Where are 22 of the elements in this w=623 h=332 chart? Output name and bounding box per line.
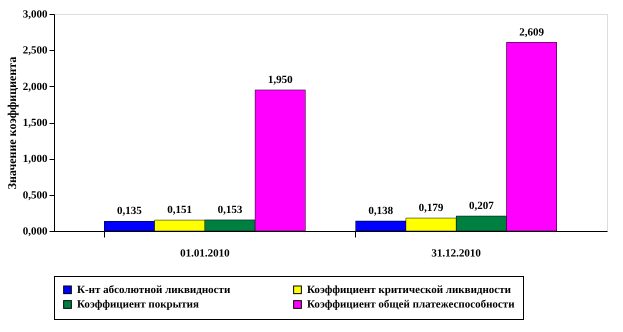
data-label: 0,179	[418, 202, 444, 214]
y-tick-label: 2,500	[22, 44, 48, 57]
data-label: 0,151	[167, 204, 192, 216]
legend-label: К-нт абсолютной ликвидности	[77, 284, 231, 296]
y-axis-title: Значение коэффициента	[4, 56, 19, 190]
legend-label: Коэффициент критической ликвидности	[307, 284, 512, 296]
data-label: 0,138	[368, 205, 394, 218]
legend-label: Коэффициент покрытия	[77, 298, 199, 310]
data-label: 0,135	[117, 205, 142, 218]
y-tick-label: 3,000	[22, 8, 48, 20]
legend-label: Коэффициент общей платежеспособности	[307, 298, 516, 310]
y-tick-label: 0,500	[22, 189, 48, 202]
y-tick-label: 1,000	[22, 153, 48, 166]
x-tick-label: 01.01.2010	[180, 248, 230, 260]
data-label: 1,950	[268, 74, 294, 86]
data-label: 0,207	[468, 200, 494, 212]
y-tick-label: 2,000	[22, 80, 48, 93]
data-label: 0,153	[218, 204, 243, 216]
data-label: 2,609	[519, 26, 544, 38]
y-tick-label: 0,000	[22, 226, 48, 238]
x-tick-label: 31.12.2010	[431, 248, 482, 260]
y-tick-label: 1,500	[22, 117, 48, 129]
